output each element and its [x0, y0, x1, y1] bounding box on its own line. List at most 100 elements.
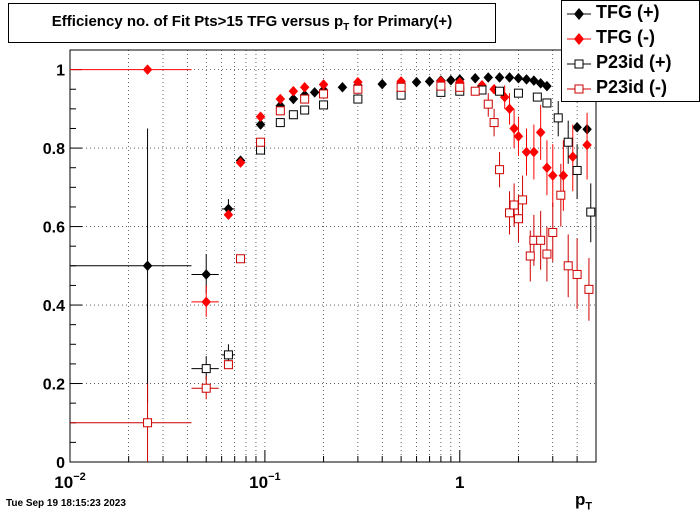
data-point: [299, 81, 310, 93]
data-point: [300, 105, 310, 115]
data-point: [542, 162, 552, 174]
plot-frame: [69, 49, 597, 463]
data-point: [424, 76, 435, 87]
data-point: [509, 200, 519, 210]
data-point: [521, 74, 532, 85]
data-point: [319, 100, 329, 110]
data-point: [553, 113, 563, 123]
data-point: [353, 84, 363, 94]
data-point: [256, 137, 266, 147]
legend-entry-tfg-plus: TFG (+): [562, 2, 700, 27]
data-point: [142, 260, 153, 272]
data-point: [513, 130, 524, 142]
data-point: [582, 139, 592, 151]
data-point: [572, 121, 582, 133]
data-point: [256, 145, 266, 155]
y-tick-label: 0.6: [43, 220, 65, 237]
legend-label: TFG (+): [596, 2, 660, 22]
data-point: [275, 118, 285, 128]
data-point: [223, 350, 233, 360]
data-point: [504, 103, 515, 115]
legend-marker-red-square-icon: [567, 84, 591, 94]
data-point: [235, 157, 246, 168]
data-point: [288, 110, 298, 120]
data-point: [337, 81, 348, 93]
data-point: [542, 98, 552, 108]
data-point: [556, 190, 566, 200]
data-point: [521, 146, 532, 158]
data-point: [142, 64, 153, 75]
data-point: [288, 85, 299, 97]
y-tick-label: 0.4: [43, 298, 65, 315]
data-point: [396, 90, 406, 100]
data-point: [586, 207, 596, 217]
data-point: [513, 88, 523, 98]
data-point: [489, 118, 499, 128]
data-point: [436, 81, 446, 91]
data-point: [309, 87, 320, 98]
data-point: [319, 89, 329, 99]
data-point: [223, 360, 233, 370]
data-point: [563, 261, 573, 271]
data-point: [542, 80, 552, 92]
chart-title-box: Efficiency no. of Fit Pts>15 TFG versus …: [8, 3, 496, 43]
data-point: [255, 111, 266, 123]
legend-label: TFG (-): [596, 27, 655, 47]
data-point: [236, 254, 246, 264]
data-point: [584, 284, 594, 294]
legend-marker-black-diamond-icon: [567, 8, 591, 20]
legend-marker-red-diamond-icon: [567, 33, 591, 45]
data-point: [572, 269, 582, 279]
data-point: [201, 383, 211, 393]
data-point: [275, 93, 286, 105]
data-point: [572, 165, 582, 175]
data-point: [525, 251, 535, 261]
chart-legend: TFG (+) TFG (-) P23id (+) P23id (-): [561, 0, 700, 102]
legend-entry-p23id-minus: P23id (-): [562, 77, 700, 102]
chart-title-suffix: for Primary(+): [349, 13, 453, 30]
legend-label: P23id (-): [596, 77, 668, 97]
data-point: [201, 364, 211, 374]
legend-marker-black-square-icon: [567, 59, 591, 69]
chart-title-subscript: T: [343, 22, 350, 33]
data-point: [411, 76, 422, 88]
y-tick-label: 0.8: [43, 141, 65, 158]
data-point: [495, 165, 505, 175]
data-point: [396, 82, 406, 92]
data-point: [455, 82, 465, 92]
data-point: [504, 72, 515, 83]
data-point: [377, 78, 388, 90]
data-point: [548, 227, 558, 237]
data-point: [483, 99, 493, 109]
data-point: [470, 86, 480, 96]
x-axis-title-main: p: [575, 490, 586, 509]
data-point: [536, 235, 546, 245]
data-point: [223, 209, 234, 221]
y-tick-label: 1: [56, 63, 65, 80]
data-point: [513, 72, 524, 84]
timestamp-footer: Tue Sep 19 18:15:23 2023: [6, 498, 126, 509]
data-point: [201, 296, 212, 308]
chart-title-main: Efficiency no. of Fit Pts>15 TFG versus …: [51, 13, 344, 30]
data-point: [513, 214, 523, 224]
data-point: [446, 74, 456, 86]
data-point: [255, 119, 266, 130]
y-tick-label: 0.2: [43, 377, 65, 394]
data-point: [547, 170, 558, 181]
x-tick-label: 10−1: [249, 471, 280, 492]
x-axis-title: pT: [575, 490, 592, 512]
x-tick-label: 10−2: [54, 471, 85, 492]
data-point: [495, 86, 505, 96]
data-point: [529, 146, 539, 158]
data-point: [353, 94, 363, 104]
legend-entry-p23id-plus: P23id (+): [562, 52, 700, 77]
data-point: [470, 72, 481, 84]
data-point: [201, 269, 212, 280]
data-point: [535, 127, 546, 138]
data-point: [532, 92, 542, 102]
data-point: [143, 418, 153, 428]
data-point: [542, 249, 552, 259]
data-point: [288, 93, 299, 105]
y-tick-label: 0: [56, 455, 65, 472]
plot-background: [70, 50, 596, 462]
